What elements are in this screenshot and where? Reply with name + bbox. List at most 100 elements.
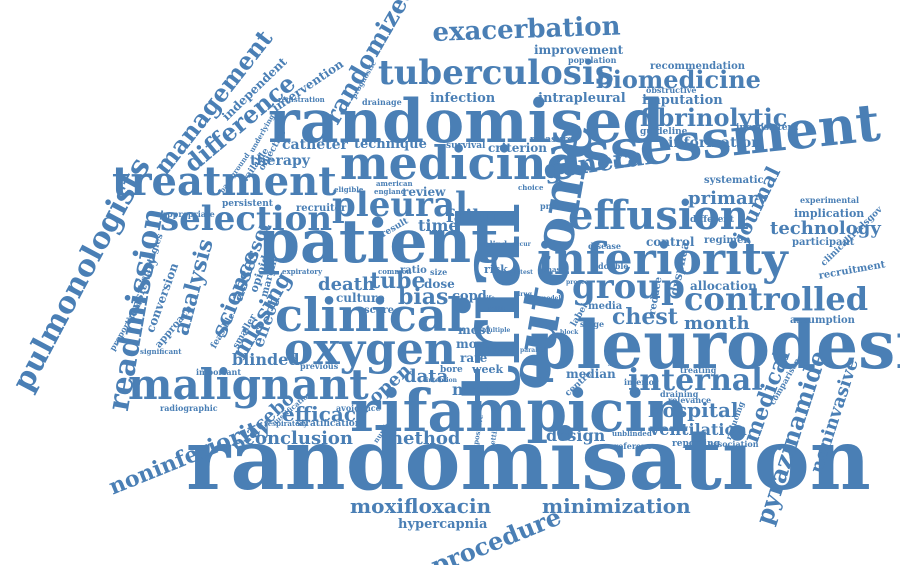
word-process: process — [566, 279, 592, 286]
word-controlled: controlled — [684, 280, 869, 318]
word-nsaids: nsaids — [452, 380, 510, 399]
word-improvement: improvement — [534, 43, 624, 57]
word-technology: technology — [770, 218, 881, 239]
word-therapy: therapy — [250, 153, 310, 169]
word-inconsistent: inconsistent — [736, 123, 799, 133]
word-hypercapnia: hypercapnia — [398, 517, 488, 532]
word-implication: implication — [794, 207, 865, 220]
word-randomised: randomised — [268, 87, 665, 157]
word-eligible: eligible — [334, 185, 364, 194]
word-day: day — [506, 269, 520, 278]
word-practical: practical — [540, 201, 580, 211]
word-reference: reference — [614, 441, 657, 451]
word-chest: chest — [612, 304, 678, 330]
word-block: block — [560, 329, 579, 336]
word-criterion: criterion — [488, 141, 547, 155]
word-different: different — [690, 215, 734, 225]
word-pain: pain — [488, 343, 508, 353]
word-inferiority: inferiority — [537, 234, 788, 285]
word-relevance: relevance — [668, 395, 712, 405]
word-multiple: multiple — [482, 327, 511, 334]
word-pleurodesis: pleurodesis — [530, 306, 900, 384]
word-failure: failure — [446, 206, 514, 227]
word-culture: culture — [336, 291, 385, 305]
word-randomisation: randomisation — [186, 410, 871, 509]
word-draining: draining — [660, 389, 699, 399]
word-oxygen: oxygen — [284, 324, 456, 375]
word-intrapleural: intrapleural — [538, 91, 626, 106]
word-drug: drug — [516, 291, 532, 298]
word-design: design — [546, 426, 606, 445]
word-rifampicin: rifampicin — [350, 377, 689, 445]
word-radiographic: radiographic — [160, 403, 218, 413]
word-clinical: clinical — [275, 288, 465, 342]
word-stratification: stratification — [296, 419, 362, 429]
word-avoidance: avoidance — [336, 403, 381, 413]
word-minimization: minimization — [542, 494, 691, 518]
word-drainage: drainage — [362, 97, 402, 107]
word-population: population — [568, 55, 617, 65]
word-tuberculosis: tuberculosis — [378, 53, 614, 93]
word-score: score — [364, 305, 395, 316]
word-significant: significant — [140, 347, 182, 356]
word-dose: dose — [424, 277, 455, 291]
word-ratio: ratio — [400, 265, 427, 276]
word-information: information — [668, 135, 762, 151]
word-common: common — [378, 267, 412, 276]
word-imputation: imputation — [642, 93, 723, 108]
word-england: england — [374, 187, 406, 196]
word-biomedicine: biomedicine — [596, 65, 761, 94]
word-guideline: guideline — [640, 127, 688, 137]
word-treating: treating — [680, 365, 717, 375]
word-double: double — [598, 261, 629, 271]
word-data: data — [404, 366, 449, 387]
word-fibrinolytic: fibrinolytic — [640, 103, 788, 132]
word-persistent: persistent — [222, 199, 273, 209]
word-type: type — [492, 347, 509, 356]
word-median: median — [566, 367, 616, 381]
word-bore: bore — [440, 365, 463, 375]
word-death: death — [318, 274, 376, 295]
word-experimental: experimental — [800, 195, 860, 205]
word-selection: selection — [160, 199, 333, 239]
word-copd: copd — [452, 289, 487, 304]
word-infection: infection — [430, 91, 496, 106]
word-patient: patient — [258, 207, 499, 277]
word-moxifloxacin: moxifloxacin — [350, 494, 492, 518]
word-respiratory: respiratory — [264, 419, 308, 428]
word-most: most — [458, 323, 491, 337]
word-inferior: inferior — [624, 377, 659, 387]
word-pleural: pleural — [332, 185, 468, 225]
word-choice: choice — [518, 183, 544, 192]
word-main: main — [488, 305, 505, 312]
word-important: important — [196, 367, 242, 377]
word-life: life — [484, 295, 495, 302]
word-recommendation: recommendation — [650, 61, 746, 72]
word-parallel: parallel — [520, 347, 546, 354]
word-tube: tube — [370, 268, 426, 294]
word-occur: occur — [512, 241, 531, 248]
word-media: media — [588, 301, 623, 312]
word-risk: risk — [484, 263, 508, 276]
word-measure: measure — [530, 135, 574, 145]
word-systematic: systematic — [704, 175, 764, 186]
word-latest: latest — [514, 269, 533, 276]
word-survival: survival — [446, 141, 486, 151]
word-phase: phase — [542, 265, 565, 274]
word-medicine: medicine — [340, 136, 576, 190]
word-expiratory: expiratory — [282, 267, 323, 276]
word-obstructive: obstructive — [646, 85, 697, 95]
word-technique: technique — [354, 137, 427, 152]
word-month: month — [684, 313, 750, 334]
word-bias: bias — [398, 284, 449, 310]
word-blind: blind — [484, 239, 508, 249]
word-hospital: hospital — [648, 398, 739, 422]
word-effusion: effusion — [568, 192, 749, 239]
word-week: week — [472, 363, 504, 376]
word-ventilation: ventilation — [650, 420, 747, 439]
word-disease: disease — [588, 241, 622, 251]
word-catheter: catheter — [282, 137, 348, 153]
word-unblinded: unblinded — [612, 429, 652, 438]
word-site: site — [608, 361, 621, 368]
